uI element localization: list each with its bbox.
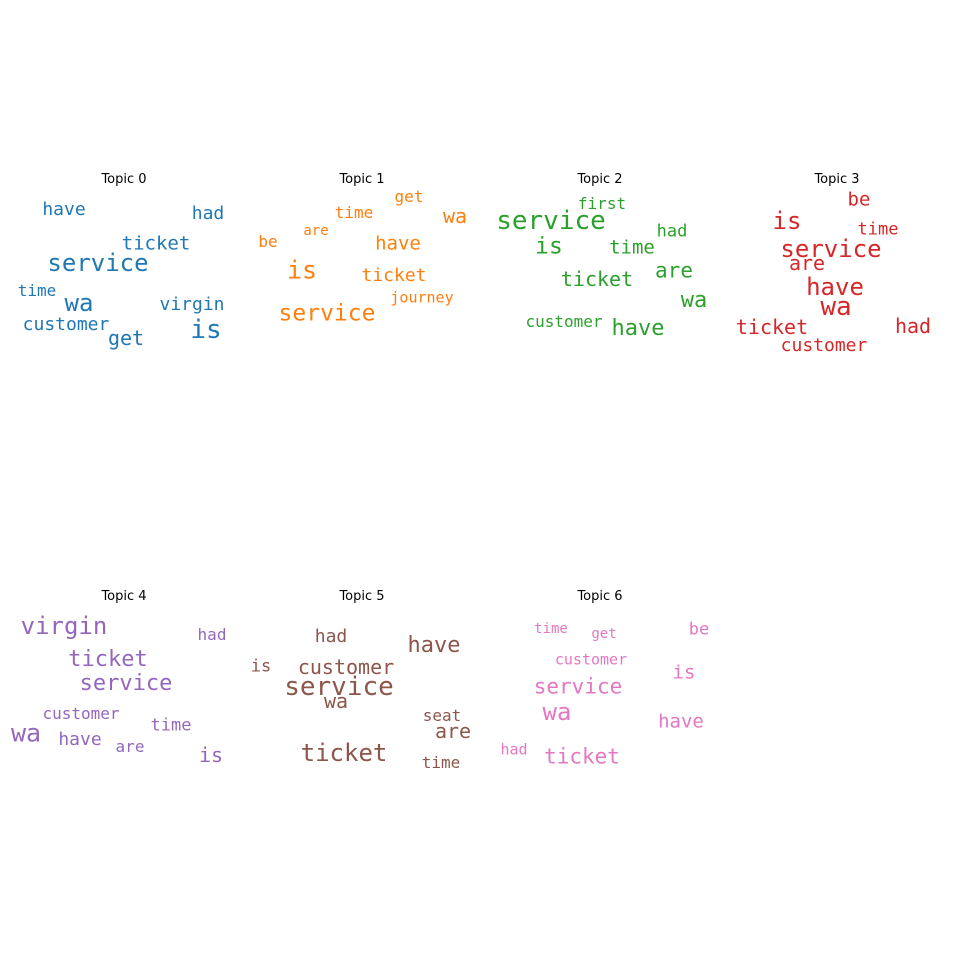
cloud-word: wa [64, 289, 94, 317]
cloud-word: wa [680, 288, 708, 313]
cloud-word: ticket [361, 265, 427, 286]
cloud-word: are [115, 737, 145, 756]
panel-title: Topic 2 [577, 172, 623, 187]
cloud-word: time [334, 203, 374, 222]
cloud-word: service [533, 674, 623, 699]
cloud-word: service [780, 235, 882, 263]
cloud-word: is [190, 315, 222, 345]
wordcloud-panel: Topic 6 time get be customer is service wa have h… [480, 589, 720, 819]
wordcloud-panel: Topic 4 virgin had ticket service customer tim… [4, 589, 244, 819]
panel-title: Topic 1 [339, 172, 385, 187]
cloud-word: be [688, 619, 710, 640]
cloud-word: customer [42, 704, 120, 723]
cloud-word: is [672, 661, 696, 684]
cloud-word: time [534, 621, 568, 637]
panel-title: Topic 4 [101, 589, 147, 604]
cloud-word: journey [390, 288, 454, 307]
cloud-word: service [284, 672, 394, 702]
cloud-word: get [394, 187, 424, 206]
wordcloud-panel: Topic 3 be is time service are have wa ticket had… [717, 172, 957, 402]
wordcloud-panel: Topic 0 have had ticket service time wa virgin c… [4, 172, 244, 402]
cloud-word: time [17, 281, 57, 300]
cloud-word: ticket [121, 232, 191, 255]
cloud-word: had [197, 625, 227, 644]
cloud-word: service [47, 249, 149, 277]
cloud-word: time [857, 219, 899, 240]
cloud-word: had [894, 314, 932, 338]
cloud-word: customer [22, 314, 110, 335]
cloud-word: had [191, 203, 225, 224]
cloud-word: have [611, 316, 665, 341]
cloud-word: wa [442, 204, 468, 228]
cloud-word: ticket [68, 647, 148, 672]
cloud-word: had [314, 626, 348, 647]
cloud-word: have [58, 729, 102, 750]
cloud-word: customer [297, 655, 395, 679]
cloud-word: customer [780, 335, 868, 356]
cloud-word: ticket [735, 315, 809, 339]
wordcloud-panel: Topic 2 first service had is time ticket are wa c… [480, 172, 720, 402]
cloud-word: virgin [159, 294, 225, 315]
cloud-word: ticket [300, 739, 388, 767]
cloud-word: have [42, 199, 86, 220]
cloud-word: are [655, 258, 693, 283]
cloud-word: is [198, 743, 224, 767]
cloud-word: are [434, 719, 472, 743]
cloud-word: get [107, 326, 145, 350]
cloud-word: is [250, 656, 272, 677]
wordcloud-panel: Topic 5 had have is customer service wa seat are… [242, 589, 482, 819]
panel-title: Topic 3 [814, 172, 860, 187]
cloud-word: are [303, 223, 329, 239]
cloud-word: wa [820, 292, 852, 322]
cloud-word: have [658, 710, 704, 733]
panel-title: Topic 5 [339, 589, 385, 604]
cloud-word: is [535, 233, 563, 260]
cloud-word: service [79, 671, 173, 696]
cloud-word: had [500, 740, 528, 759]
cloud-word: is [772, 207, 802, 235]
cloud-word: ticket [544, 744, 620, 769]
cloud-word: customer [525, 312, 603, 331]
cloud-word: are [788, 251, 826, 275]
cloud-word: time [609, 236, 655, 259]
cloud-word: be [847, 188, 871, 211]
cloud-word: wa [323, 689, 349, 713]
cloud-word: ticket [560, 267, 634, 291]
wordcloud-panel: Topic 1 get time wa are be have is ticket service… [242, 172, 482, 402]
cloud-word: had [656, 221, 688, 242]
cloud-word: get [591, 626, 617, 642]
cloud-word: time [421, 753, 461, 772]
cloud-word: first [577, 194, 627, 213]
cloud-word: service [278, 300, 376, 327]
cloud-word: seat [422, 706, 462, 725]
cloud-word: be [258, 232, 278, 251]
cloud-word: is [286, 255, 318, 285]
panel-title: Topic 6 [577, 589, 623, 604]
cloud-word: wa [10, 718, 42, 748]
cloud-word: customer [554, 650, 628, 669]
panel-title: Topic 0 [101, 172, 147, 187]
cloud-word: service [496, 206, 606, 236]
cloud-word: have [375, 232, 421, 255]
cloud-word: have [806, 273, 864, 301]
cloud-word: virgin [20, 612, 108, 640]
cloud-word: time [150, 715, 192, 736]
cloud-word: wa [542, 698, 572, 726]
cloud-word: have [407, 633, 461, 658]
